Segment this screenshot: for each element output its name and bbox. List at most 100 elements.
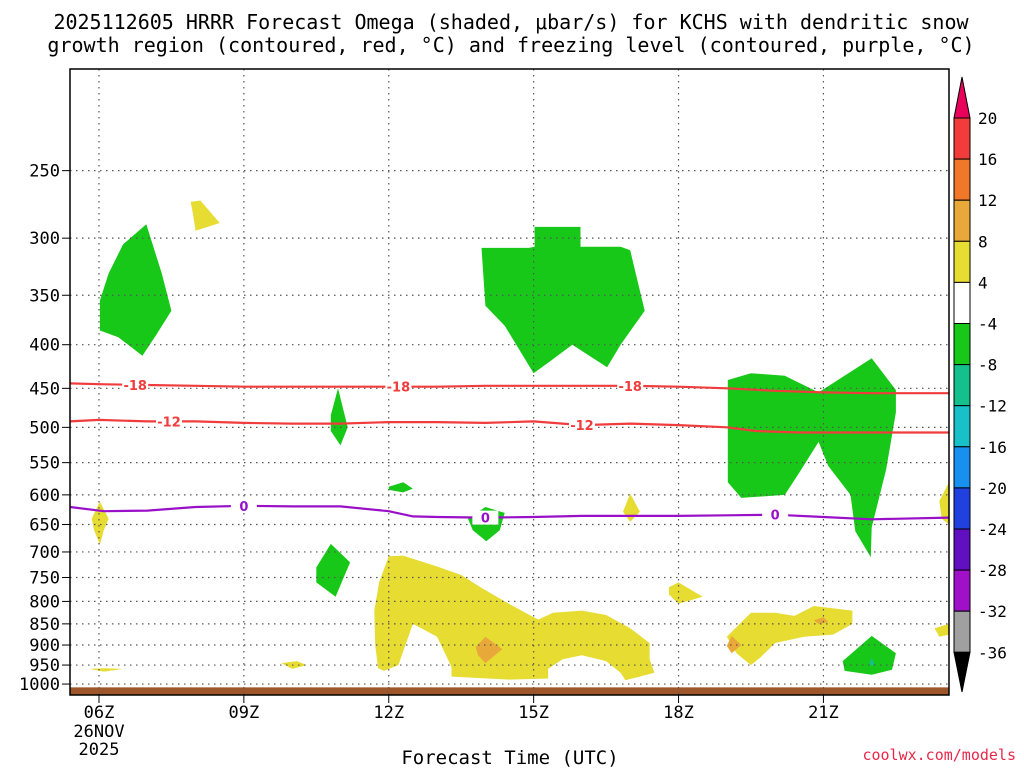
region-orange-2 [726, 635, 742, 654]
contour-label-freezing-0: 0 [239, 500, 248, 515]
grid-lines [70, 69, 949, 695]
chart-title-line2: growth region (contoured, red, °C) and f… [47, 33, 974, 57]
region-yellow-1 [91, 501, 109, 545]
xtick-label-12Z: 12Z [373, 703, 404, 723]
contour-label-bg-dgz_minus12-0 [156, 414, 183, 429]
colorbar-label-0: 20 [978, 109, 997, 128]
colorbar-label-6: -8 [978, 356, 997, 375]
region-green-8 [842, 635, 896, 675]
region-green-3 [330, 388, 348, 446]
colorbar-label-7: -12 [978, 397, 1007, 416]
x-axis-label: Forecast Time (UTC) [401, 747, 618, 768]
ytick-label-350: 350 [29, 286, 60, 306]
region-yellow-8 [726, 606, 853, 666]
colorbar-box-2 [953, 158, 971, 201]
contour-label-dgz_minus18-0: -18 [123, 379, 147, 394]
ground-band [70, 687, 949, 695]
contour-label-bg-freezing-0 [230, 498, 257, 513]
xtick-label-06Z: 06Z [84, 703, 115, 723]
colorbar-box-6 [953, 323, 971, 366]
colorbar-box-11 [953, 528, 971, 571]
contour-label-bg-dgz_minus18-2 [617, 378, 644, 393]
ytick-label-250: 250 [29, 162, 60, 182]
xtick-date-06Z: 26NOV [73, 722, 124, 742]
colorbar-bottom-arrow [953, 651, 971, 693]
ytick-label-600: 600 [29, 486, 60, 506]
colorbar-label-10: -24 [978, 520, 1007, 539]
region-yellow-2 [190, 200, 220, 231]
contour-label-bg-dgz_minus12-1 [568, 418, 595, 433]
contour-label-freezing-2: 0 [771, 509, 780, 524]
region-cyan-1 [869, 658, 875, 667]
colorbar-top-arrow [953, 76, 971, 119]
xtick-label-21Z: 21Z [808, 703, 839, 723]
region-yellow-7 [374, 555, 655, 681]
ytick-label-300: 300 [29, 229, 60, 249]
colorbar-box-3 [953, 199, 971, 242]
region-yellow-6 [668, 582, 703, 604]
contour-freezing-level [69, 504, 950, 521]
contour-label-dgz_minus18-1: -18 [387, 381, 411, 396]
ytick-label-800: 800 [29, 592, 60, 612]
colorbar-box-4 [953, 240, 971, 283]
ytick-label-850: 850 [29, 615, 60, 635]
colorbar-box-8 [953, 405, 971, 448]
xtick-year-06Z: 2025 [79, 740, 120, 760]
xtick-label-09Z: 09Z [229, 703, 260, 723]
region-yellow-4 [89, 668, 124, 672]
region-yellow-5 [281, 661, 307, 669]
ytick-label-500: 500 [29, 418, 60, 438]
ytick-label-550: 550 [29, 454, 60, 474]
credit-text: coolwx.com/models [862, 746, 1016, 764]
region-green-4 [388, 482, 413, 493]
colorbar-box-5 [953, 281, 971, 324]
colorbar-box-9 [953, 446, 971, 489]
region-green-7 [727, 358, 896, 558]
ytick-label-700: 700 [29, 543, 60, 563]
colorbar-label-2: 12 [978, 191, 997, 210]
contour-label-dgz_minus12-0: -12 [157, 415, 181, 430]
xtick-label-15Z: 15Z [518, 703, 549, 723]
colorbar-label-8: -16 [978, 438, 1007, 457]
contour-label-freezing-1: 0 [481, 512, 490, 527]
region-yellow-10 [939, 482, 949, 525]
colorbar-box-7 [953, 364, 971, 407]
contour-label-bg-freezing-2 [762, 507, 789, 522]
region-orange-1 [475, 636, 503, 664]
y-axis-pressure-ticks: 2503003504004505005506006507007508008509… [19, 162, 70, 695]
colorbar-label-9: -20 [978, 479, 1007, 498]
contour-label-bg-dgz_minus18-0 [122, 378, 149, 393]
colorbar-box-13 [953, 610, 971, 653]
region-orange-3 [813, 617, 829, 624]
omega-shaded-regions [89, 200, 949, 681]
colorbar: 20 16 12 8 4 -4 -8 -12 -16 -20 -24 -28 -32 -36 [953, 76, 1007, 693]
colorbar-label-4: 4 [978, 273, 988, 292]
colorbar-label-13: -36 [978, 643, 1007, 662]
contour-label-dgz_minus12-1: -12 [570, 419, 594, 434]
ytick-label-950: 950 [29, 656, 60, 676]
ytick-label-750: 750 [29, 569, 60, 589]
colorbar-box-10 [953, 487, 971, 530]
contour-dgz-minus12 [69, 418, 949, 434]
contour-label-bg-freezing-1 [472, 510, 499, 525]
colorbar-label-1: 16 [978, 150, 997, 169]
region-green-6 [316, 543, 351, 597]
region-green-1 [99, 224, 172, 356]
colorbar-label-3: 8 [978, 232, 988, 251]
contour-dgz-minus18 [69, 382, 949, 395]
ytick-label-1000: 1000 [19, 675, 60, 695]
colorbar-label-11: -28 [978, 561, 1007, 580]
ytick-label-650: 650 [29, 516, 60, 536]
xtick-label-18Z: 18Z [663, 703, 694, 723]
plot-frame [69, 68, 950, 696]
colorbar-box-1 [953, 117, 971, 160]
region-yellow-3 [623, 493, 640, 522]
colorbar-box-12 [953, 569, 971, 612]
contour-label-dgz_minus18-2: -18 [618, 380, 642, 395]
colorbar-label-12: -32 [978, 602, 1007, 621]
ytick-label-450: 450 [29, 379, 60, 399]
contour-labels: -18 -18 -18 -12 -12 0 0 0 [122, 378, 789, 527]
colorbar-label-5: -4 [978, 315, 997, 334]
